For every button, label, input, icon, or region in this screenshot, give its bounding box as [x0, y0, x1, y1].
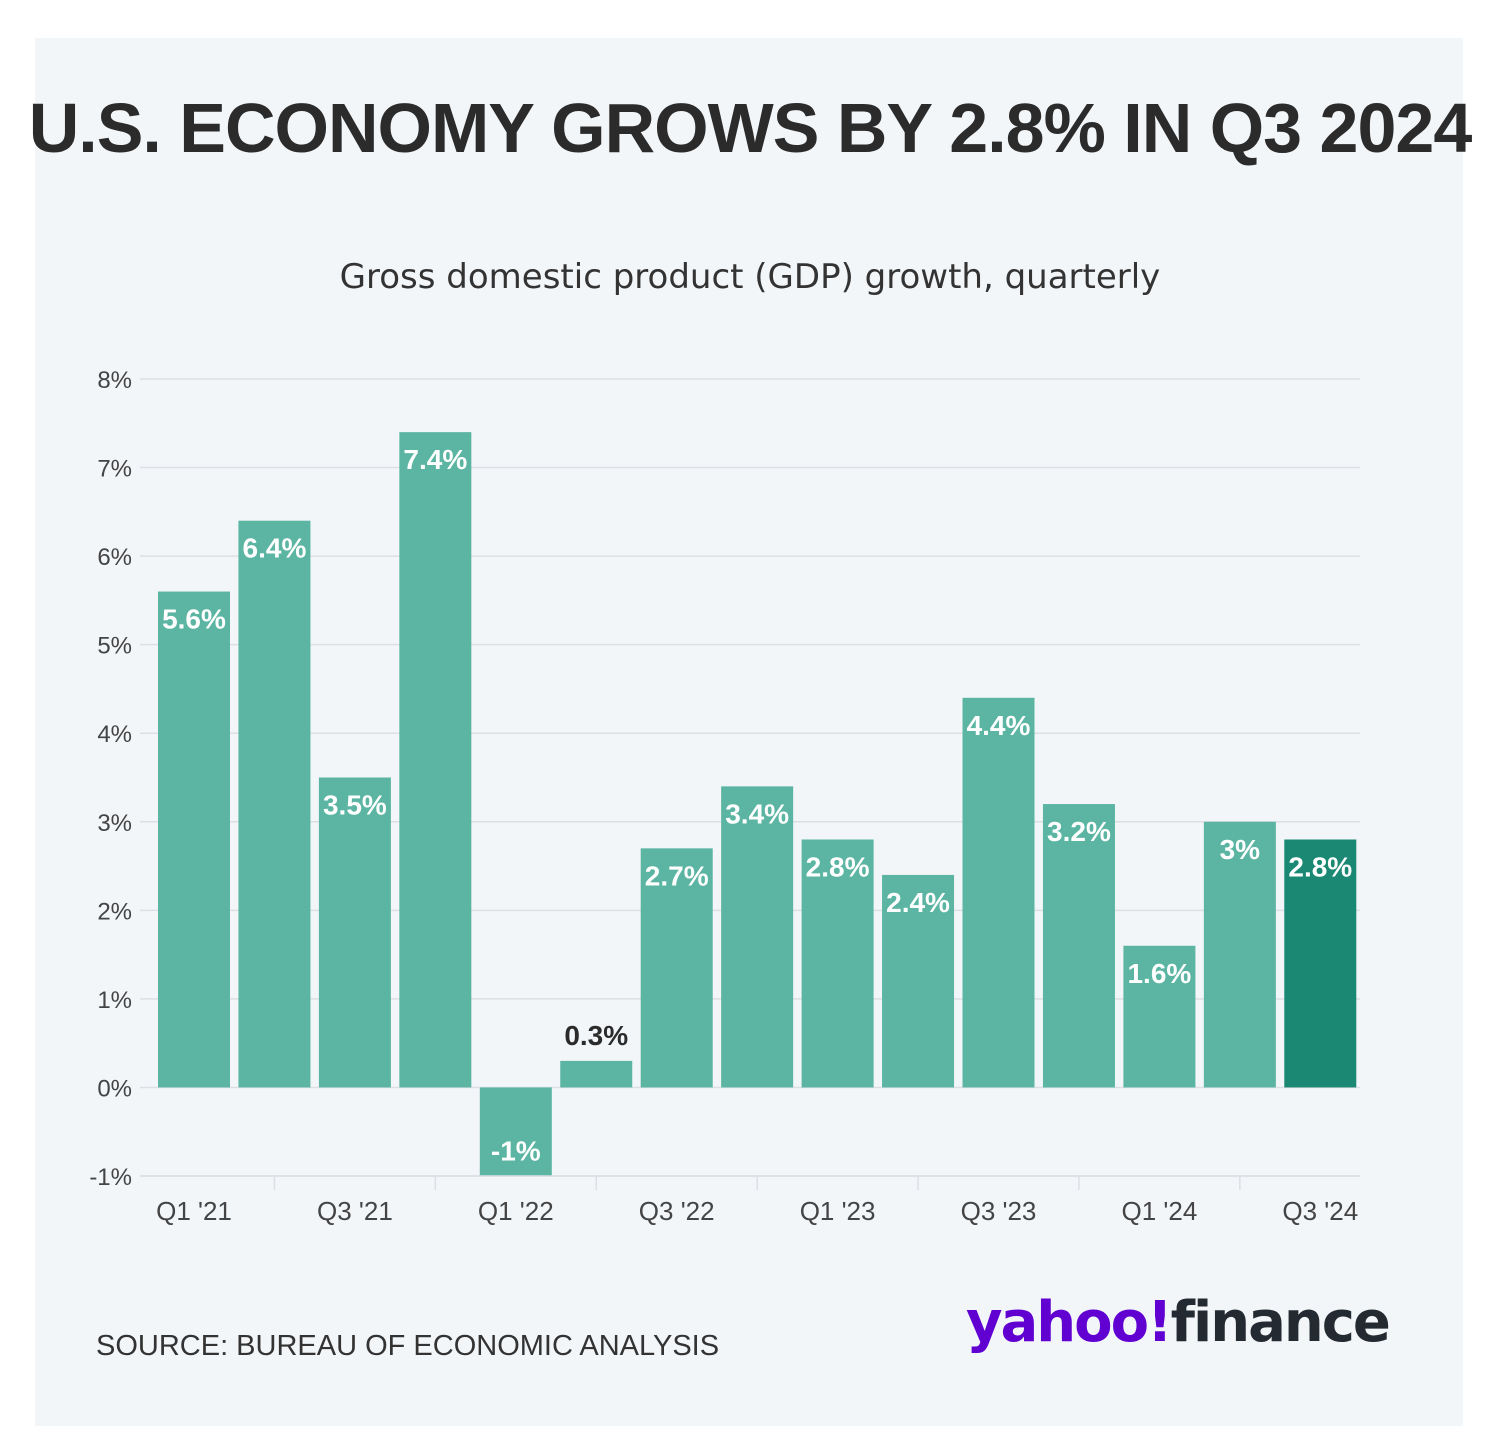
bar-data-label: 4.4% — [967, 710, 1031, 741]
bar-data-label: 3.5% — [323, 790, 387, 821]
y-tick-label: 2% — [97, 898, 132, 925]
y-tick-label: 0% — [97, 1075, 132, 1102]
bar-data-labels: 5.6% 6.4% 3.5% 7.4% -1% 0.3% 2.7% 3.4% 2.8% 2.4% 4… — [161, 443, 1354, 1168]
y-tick-label: 1% — [97, 987, 132, 1014]
bar-data-label: 3.2% — [1047, 816, 1111, 847]
bar — [560, 1060, 633, 1088]
bar — [1042, 804, 1115, 1088]
bar-data-label: 3% — [1220, 834, 1261, 865]
bar-data-label: -1% — [491, 1135, 541, 1166]
source-note: SOURCE: BUREAU OF ECONOMIC ANALYSIS — [96, 1330, 720, 1362]
bar — [962, 697, 1035, 1088]
bar-data-label: 2.8% — [806, 851, 870, 882]
x-tick-label: Q3 '21 — [317, 1196, 393, 1226]
bar — [1203, 821, 1276, 1088]
bar-data-label: 6.4% — [243, 533, 307, 564]
y-tick-label: 3% — [97, 810, 132, 837]
y-tick-label: 4% — [97, 721, 132, 748]
bar — [640, 848, 713, 1088]
bar — [1284, 839, 1357, 1088]
yahoo-finance-logo: yahoo!finance — [966, 1290, 1391, 1355]
bar-data-label: 5.6% — [162, 604, 226, 635]
x-tick-label: Q1 '21 — [156, 1196, 232, 1226]
bar-data-label: 2.7% — [645, 860, 709, 891]
bar — [721, 786, 794, 1088]
bar-data-label: 7.4% — [403, 444, 467, 475]
bar-data-label: 2.4% — [886, 887, 950, 918]
bars — [158, 432, 1357, 1176]
chart-subtitle: Gross domestic product (GDP) growth, qua… — [339, 257, 1161, 297]
chart-title: U.S. ECONOMY GROWS BY 2.8% IN Q3 2024 — [28, 89, 1473, 167]
x-axis: Q1 '21 Q3 '21 Q1 '22 Q3 '22 Q1 '23 Q3 '23 Q1 '… — [140, 1175, 1360, 1226]
y-tick-label: 7% — [97, 456, 132, 483]
y-axis-tick-labels: 8% 7% 6% 5% 4% 3% 2% 1% 0% -1% — [89, 367, 132, 1191]
x-tick-label: Q1 '22 — [478, 1196, 554, 1226]
y-tick-label: -1% — [89, 1164, 132, 1191]
bar — [238, 520, 311, 1088]
x-tick-label: Q1 '24 — [1122, 1196, 1198, 1226]
logo-brand: yahoo! — [966, 1290, 1173, 1355]
bar — [399, 432, 472, 1088]
bar — [158, 591, 230, 1088]
x-tick-label: Q3 '23 — [961, 1196, 1037, 1226]
bar — [882, 874, 955, 1088]
bar — [318, 777, 391, 1088]
bar — [1123, 945, 1196, 1088]
bar — [479, 1087, 552, 1176]
bar-data-label: 2.8% — [1288, 851, 1352, 882]
x-tick-label: Q3 '22 — [639, 1196, 715, 1226]
bar — [801, 839, 874, 1088]
x-tick-label: Q1 '23 — [800, 1196, 876, 1226]
bar-data-label: 1.6% — [1127, 958, 1191, 989]
y-tick-label: 5% — [97, 633, 132, 660]
bar-data-label: 0.3% — [564, 1020, 628, 1051]
bar-data-label: 3.4% — [725, 798, 789, 829]
x-tick-label: Q3 '24 — [1282, 1196, 1358, 1226]
y-tick-label: 8% — [97, 367, 132, 394]
logo-product: finance — [1170, 1290, 1391, 1355]
y-tick-label: 6% — [97, 544, 132, 571]
